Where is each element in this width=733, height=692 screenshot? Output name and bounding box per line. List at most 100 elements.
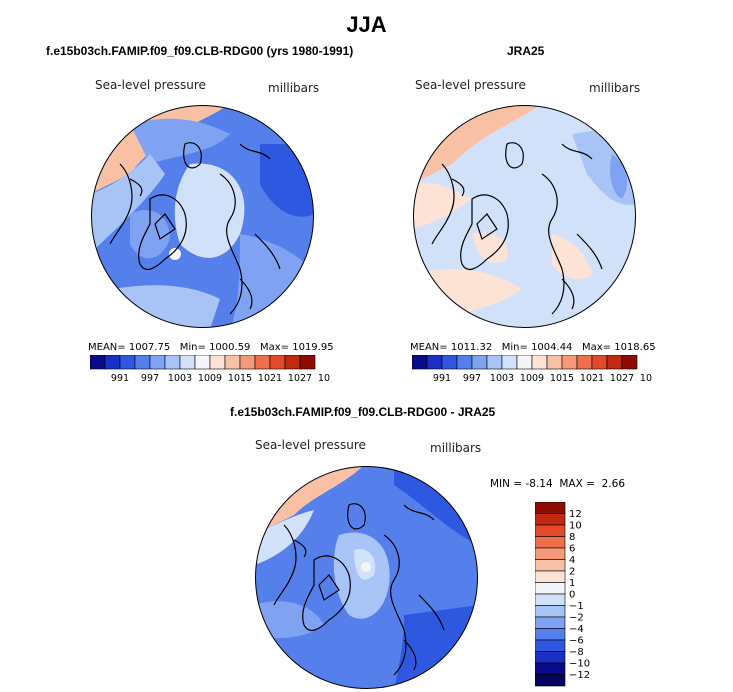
colorbar-swatch bbox=[535, 524, 566, 537]
colorbar-tick-label: 997 bbox=[463, 373, 481, 384]
colorbar-swatch bbox=[164, 355, 181, 370]
obs-variable-label: Sea-level pressure bbox=[415, 78, 526, 92]
colorbar-tick-label: 4 bbox=[569, 555, 575, 566]
colorbar-tick-label: 2 bbox=[569, 567, 575, 578]
colorbar-swatch bbox=[119, 355, 136, 370]
colorbar-swatch bbox=[535, 502, 566, 514]
colorbar-tick-label: 12 bbox=[569, 509, 582, 520]
colorbar-swatch bbox=[535, 582, 566, 595]
model-mean-value: 1007.75 bbox=[128, 342, 171, 353]
colorbar-swatch bbox=[535, 616, 566, 629]
obs-colorbar: 991 997 1003 1009 1015 1021 1027 1033 bbox=[412, 355, 652, 384]
colorbar-swatch bbox=[486, 355, 503, 370]
colorbar-swatch bbox=[179, 355, 196, 370]
diff-variable-label: Sea-level pressure bbox=[255, 438, 366, 452]
colorbar-swatch bbox=[535, 639, 566, 652]
colorbar-swatch bbox=[606, 355, 623, 370]
colorbar-tick-label: 1015 bbox=[228, 373, 252, 384]
colorbar-tick-label: 1015 bbox=[550, 373, 574, 384]
colorbar-swatch bbox=[441, 355, 458, 370]
obs-mean-label: MEAN= bbox=[410, 342, 448, 353]
colorbar-swatch bbox=[535, 547, 566, 560]
colorbar-swatch bbox=[535, 674, 566, 687]
colorbar-swatch bbox=[531, 355, 548, 370]
colorbar-swatch bbox=[299, 355, 316, 370]
figure-title: JJA bbox=[346, 12, 387, 37]
colorbar-swatch bbox=[535, 593, 566, 606]
diff-min-label: MIN = bbox=[490, 478, 523, 490]
model-panel-title: f.e15b03ch.FAMIP.f09_f09.CLB-RDG00 (yrs … bbox=[46, 44, 354, 58]
colorbar-tick-label: 1027 bbox=[610, 373, 634, 384]
model-min-label: Min= bbox=[179, 342, 206, 353]
model-max-value: 1019.95 bbox=[292, 342, 334, 353]
colorbar-tick-label: 1009 bbox=[520, 373, 544, 384]
colorbar-swatch bbox=[535, 605, 566, 618]
colorbar-tick-label: −1 bbox=[569, 601, 584, 612]
colorbar-tick-label: −8 bbox=[569, 647, 584, 658]
obs-stats: MEAN= 1011.32 Min= 1004.44 Max= 1018.65 bbox=[410, 342, 656, 353]
obs-min-value: 1004.44 bbox=[531, 342, 573, 353]
colorbar-swatch bbox=[501, 355, 518, 370]
colorbar-swatch bbox=[516, 355, 533, 370]
colorbar-tick-label: 991 bbox=[433, 373, 451, 384]
colorbar-swatch bbox=[284, 355, 301, 370]
colorbar-swatch bbox=[535, 559, 566, 572]
colorbar-swatch bbox=[254, 355, 271, 370]
colorbar-tick-label: 1009 bbox=[198, 373, 222, 384]
colorbar-tick-label: 1033 bbox=[318, 373, 330, 384]
colorbar-swatch bbox=[535, 662, 566, 675]
colorbar-swatch bbox=[621, 355, 638, 370]
colorbar-tick-label: 1003 bbox=[168, 373, 192, 384]
colorbar-swatch bbox=[535, 536, 566, 549]
colorbar-swatch bbox=[426, 355, 443, 370]
colorbar-swatch bbox=[239, 355, 256, 370]
diff-max-value: 2.66 bbox=[601, 478, 626, 490]
colorbar-tick-label: 6 bbox=[569, 544, 575, 555]
colorbar-tick-label: 1 bbox=[569, 578, 575, 589]
model-variable-label: Sea-level pressure bbox=[95, 78, 206, 92]
obs-max-label: Max= bbox=[581, 342, 612, 353]
model-polar-map bbox=[91, 105, 314, 328]
obs-panel-title: JRA25 bbox=[507, 44, 545, 58]
colorbar-tick-label: −12 bbox=[569, 670, 590, 681]
colorbar-swatch bbox=[90, 355, 106, 370]
colorbar-swatch bbox=[535, 651, 566, 664]
model-units-label: millibars bbox=[268, 81, 320, 95]
colorbar-tick-label: 997 bbox=[141, 373, 159, 384]
colorbar-swatch bbox=[269, 355, 286, 370]
colorbar-swatch bbox=[576, 355, 593, 370]
model-max-label: Max= bbox=[259, 342, 290, 353]
diff-min-value: -8.14 bbox=[525, 478, 553, 490]
colorbar-swatch bbox=[134, 355, 151, 370]
colorbar-swatch bbox=[194, 355, 211, 370]
obs-polar-map bbox=[413, 105, 636, 328]
colorbar-swatch bbox=[535, 513, 566, 526]
colorbar-tick-label: 1033 bbox=[640, 373, 652, 384]
colorbar-tick-label: 8 bbox=[569, 532, 575, 543]
model-min-value: 1000.59 bbox=[209, 342, 251, 353]
colorbar-swatch bbox=[471, 355, 488, 370]
colorbar-swatch bbox=[104, 355, 121, 370]
colorbar-swatch bbox=[535, 628, 566, 641]
colorbar-tick-label: −10 bbox=[569, 659, 590, 670]
obs-max-value: 1018.65 bbox=[614, 342, 656, 353]
colorbar-tick-label: 1027 bbox=[288, 373, 312, 384]
colorbar-tick-label: 0 bbox=[569, 590, 575, 601]
colorbar-swatch bbox=[412, 355, 428, 370]
colorbar-swatch bbox=[561, 355, 578, 370]
colorbar-tick-label: 1021 bbox=[580, 373, 604, 384]
obs-units-label: millibars bbox=[589, 81, 641, 95]
colorbar-swatch bbox=[456, 355, 473, 370]
colorbar-swatch bbox=[535, 570, 566, 583]
model-mean-label: MEAN= bbox=[88, 342, 126, 353]
colorbar-tick-label: 10 bbox=[569, 521, 582, 532]
diff-panel-title: f.e15b03ch.FAMIP.f09_f09.CLB-RDG00 - JRA… bbox=[230, 405, 496, 419]
colorbar-tick-label: −2 bbox=[569, 613, 584, 624]
colorbar-tick-label: 991 bbox=[111, 373, 129, 384]
diff-max-label: MAX = bbox=[559, 478, 595, 490]
obs-min-label: Min= bbox=[501, 342, 528, 353]
model-stats: MEAN= 1007.75 Min= 1000.59 Max= 1019.95 bbox=[88, 342, 334, 353]
colorbar-tick-label: 1003 bbox=[490, 373, 514, 384]
colorbar-swatch bbox=[546, 355, 563, 370]
